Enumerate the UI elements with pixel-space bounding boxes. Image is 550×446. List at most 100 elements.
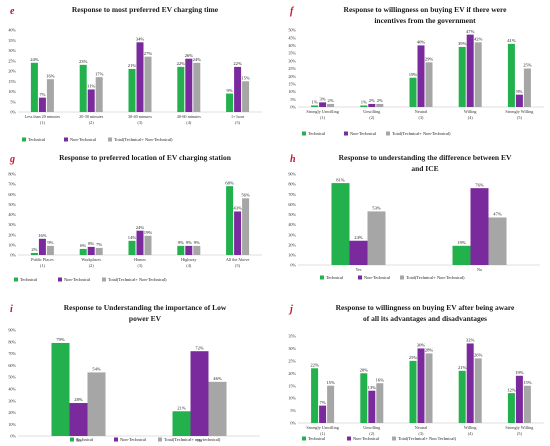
y-tick-label-g-5: 50% (8, 202, 16, 207)
legend-label-e-3: Total(Technical+ Non-Technical) (114, 137, 173, 142)
data-label-f-cat4-series3: 42% (474, 37, 483, 42)
data-label-g-cat5-series2: 43% (233, 206, 242, 211)
data-label-i-cat2-series2: 72% (195, 345, 204, 350)
y-tick-label-h-4: 40% (288, 222, 296, 227)
y-tick-label-g-1: 10% (8, 242, 16, 247)
data-label-f-cat2-series2: 2% (369, 98, 375, 103)
bar-g-cat5-series1 (226, 186, 234, 255)
bar-g-cat2-series2 (87, 246, 95, 255)
bar-j-cat1-series1 (311, 368, 319, 423)
bar-h-cat2-series3 (488, 217, 507, 265)
data-label-g-cat3-series1: 14% (128, 235, 137, 240)
bar-e-cat4-series1 (177, 66, 185, 112)
data-label-j-cat5-series1: 12% (507, 387, 516, 392)
bar-f-cat1-series3 (327, 103, 335, 107)
x-tick-label-h-0-line-0: Yes (355, 267, 361, 272)
x-tick-label-j-2-line-1: (3) (419, 431, 424, 436)
x-tick-label-j-3-line-0: Willing (464, 425, 478, 430)
data-label-j-cat2-series3: 16% (376, 377, 385, 382)
data-label-j-cat2-series1: 20% (360, 367, 369, 372)
legend-label-g-2: Non-Technical (64, 277, 91, 282)
bar-f-cat5-series3 (523, 68, 531, 107)
chart-panel-g: g Response to preferred location of EV ch… (8, 153, 262, 282)
bar-e-cat2-series1 (79, 64, 87, 112)
y-tick-label-h-2: 20% (288, 242, 296, 247)
legend-swatch-g-2 (58, 277, 62, 282)
bar-f-cat5-series2 (515, 94, 523, 107)
data-label-j-cat4-series1: 21% (458, 365, 467, 370)
bar-j-cat3-series3 (425, 353, 433, 423)
x-tick-label-g-3-line-1: (4) (186, 263, 191, 268)
x-tick-label-f-0-line-0: Strongly Unwilling (306, 109, 339, 114)
y-tick-label-f-5: 25% (288, 66, 296, 71)
y-tick-label-i-6: 60% (8, 363, 16, 368)
y-tick-label-j-4: 20% (288, 371, 296, 376)
y-tick-label-h-8: 80% (288, 182, 296, 187)
legend-swatch-f-1 (302, 131, 306, 136)
chart-title-i-line-0: Response to Understanding the importance… (64, 303, 227, 312)
x-tick-label-e-3-line-0: 40-60 minutes (177, 114, 201, 119)
x-tick-label-i-1-line-0: No (197, 438, 202, 443)
chart-title-h-line-0: Response to understanding the difference… (339, 153, 512, 162)
bar-g-cat4-series3 (193, 245, 201, 255)
y-tick-label-g-6: 60% (8, 192, 16, 197)
y-tick-label-e-4: 20% (8, 69, 16, 74)
y-tick-label-h-0: 0% (290, 263, 296, 268)
x-tick-label-j-0-line-0: Strongly Unwilling (306, 425, 339, 430)
data-label-i-cat2-series1: 21% (177, 405, 186, 410)
x-tick-label-e-0-line-0: Less than 20 minutes (25, 114, 61, 119)
legend-swatch-i-2 (114, 437, 118, 442)
y-tick-label-f-3: 15% (288, 82, 296, 87)
chart-title-f-line-0: Response to willingness on buying EV if … (344, 5, 508, 14)
data-label-f-cat1-series1: 1% (312, 100, 318, 105)
x-tick-label-f-3-line-1: (4) (468, 115, 473, 120)
chart-panel-e: e Response to most preferred EV charging … (8, 5, 262, 142)
data-label-f-cat2-series1: 1% (361, 100, 367, 105)
y-tick-label-h-7: 70% (288, 192, 296, 197)
legend-label-j-3: Total(Technical+ Non Technical) (398, 436, 457, 441)
y-tick-label-i-3: 30% (8, 398, 16, 403)
y-tick-label-e-1: 5% (10, 99, 16, 104)
legend-swatch-f-2 (344, 131, 348, 136)
data-label-e-cat1-series3: 16% (46, 73, 55, 78)
bar-f-cat4-series3 (474, 42, 482, 107)
bar-e-cat5-series2 (234, 66, 242, 112)
data-label-g-cat3-series3: 19% (144, 230, 153, 235)
bar-e-cat2-series2 (87, 89, 95, 112)
bar-g-cat2-series1 (79, 248, 87, 255)
bar-f-cat1-series1 (311, 105, 319, 107)
bar-g-cat3-series3 (144, 235, 152, 255)
y-tick-label-e-3: 15% (8, 79, 16, 84)
bar-g-cat3-series1 (128, 240, 136, 255)
y-tick-label-e-7: 35% (8, 38, 16, 43)
bar-e-cat1-series3 (46, 79, 54, 112)
y-tick-label-i-2: 20% (8, 410, 16, 415)
y-tick-label-e-5: 25% (8, 58, 16, 63)
x-tick-label-f-4-line-1: (5) (517, 115, 522, 120)
panel-letter-j: j (288, 304, 293, 315)
y-tick-label-i-1: 10% (8, 422, 16, 427)
legend-label-i-3: Total(Technical+ non-technical) (164, 437, 221, 442)
legend-swatch-h-2 (358, 275, 362, 280)
y-tick-label-j-6: 30% (288, 346, 296, 351)
x-tick-label-e-4-line-1: (5) (235, 120, 240, 125)
data-label-g-cat1-series3: 9% (47, 240, 53, 245)
legend-swatch-e-2 (64, 137, 68, 142)
bar-f-cat2-series2 (368, 103, 376, 107)
bar-h-cat2-series2 (470, 188, 489, 265)
x-tick-label-j-0-line-1: (1) (320, 431, 325, 436)
data-label-f-cat1-series2: 3% (320, 97, 326, 102)
legend-swatch-j-2 (347, 436, 351, 441)
x-tick-label-e-4-line-0: 1+ hour (231, 114, 245, 119)
legend-swatch-e-3 (108, 137, 112, 142)
legend-label-i-2: Non-Technical (120, 437, 147, 442)
chart-title-j-line-1: of all its advantages and disadvantages (363, 314, 487, 323)
x-tick-label-j-4-line-0: Strongly Willing (505, 425, 534, 430)
x-tick-label-i-0-line-0: Yes (75, 438, 81, 443)
data-label-f-cat4-series1: 39% (458, 41, 467, 46)
y-tick-label-i-8: 80% (8, 339, 16, 344)
legend-swatch-i-3 (158, 437, 162, 442)
legend-label-f-2: Non-Technical (350, 131, 377, 136)
legend-label-j-1: Technical (308, 436, 326, 441)
